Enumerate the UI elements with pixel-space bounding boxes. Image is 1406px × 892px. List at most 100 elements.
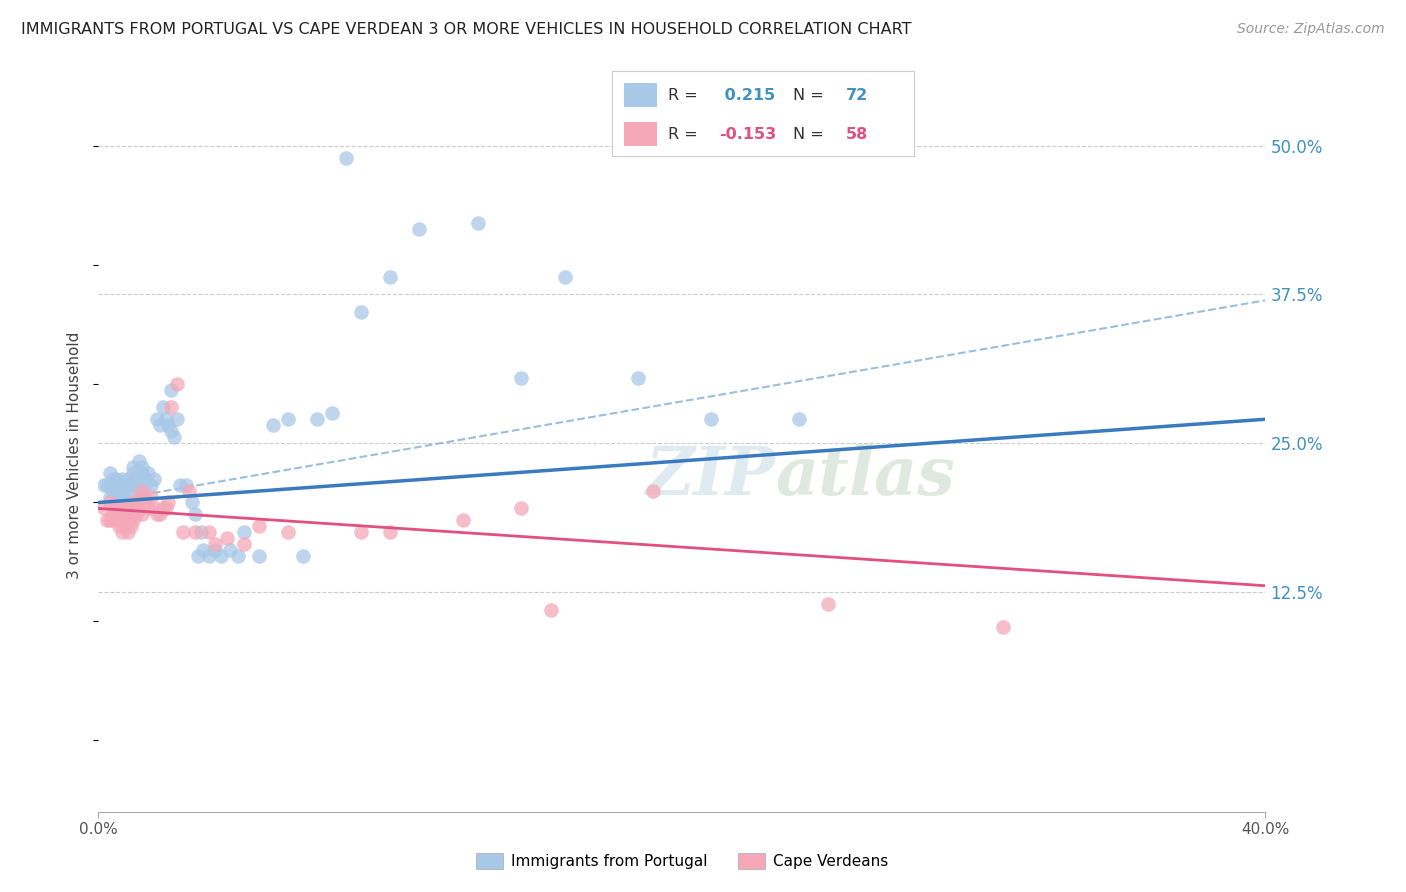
Point — [136, 466, 159, 480]
Point — [183, 525, 205, 540]
Point — [114, 508, 136, 522]
Y-axis label: 3 or more Vehicles in Household: 3 or more Vehicles in Household — [67, 331, 83, 579]
Point — [152, 501, 174, 516]
Point — [134, 477, 156, 491]
Point — [307, 412, 329, 426]
Point — [190, 525, 212, 540]
Point — [142, 501, 165, 516]
Point — [104, 513, 127, 527]
Point — [408, 222, 430, 236]
Point — [160, 424, 183, 438]
Point — [101, 513, 124, 527]
Point — [117, 501, 139, 516]
Point — [134, 490, 156, 504]
Point — [155, 412, 177, 426]
Point — [122, 466, 145, 480]
Point — [451, 513, 474, 527]
Text: N =: N = — [793, 87, 830, 103]
Point — [247, 519, 270, 533]
Point — [146, 508, 169, 522]
Text: R =: R = — [668, 87, 703, 103]
Bar — [624, 83, 657, 107]
Point — [218, 543, 240, 558]
Point — [117, 525, 139, 540]
Point — [510, 370, 533, 384]
Point — [157, 495, 180, 509]
Point — [104, 472, 127, 486]
Point — [108, 483, 131, 498]
Point — [142, 472, 165, 486]
Point — [108, 519, 131, 533]
Point — [131, 459, 153, 474]
Point — [125, 501, 148, 516]
Point — [169, 477, 191, 491]
Point — [117, 472, 139, 486]
Point — [155, 501, 177, 516]
Bar — [624, 122, 657, 146]
Point — [120, 477, 142, 491]
Point — [108, 477, 131, 491]
Text: 58: 58 — [846, 127, 868, 142]
Point — [108, 501, 131, 516]
Point — [378, 525, 402, 540]
Point — [350, 305, 373, 319]
Point — [98, 466, 121, 480]
Point — [98, 495, 121, 509]
Point — [166, 376, 188, 391]
Point — [991, 620, 1014, 634]
Point — [111, 501, 134, 516]
Point — [215, 531, 238, 545]
Point — [131, 483, 153, 498]
Point — [134, 495, 156, 509]
Point — [160, 401, 183, 415]
Point — [136, 501, 159, 516]
Point — [335, 151, 357, 165]
Point — [120, 519, 142, 533]
Point — [131, 466, 153, 480]
Point — [262, 418, 284, 433]
Point — [117, 513, 139, 527]
Point — [111, 525, 134, 540]
Point — [111, 513, 134, 527]
Text: 72: 72 — [846, 87, 868, 103]
Point — [139, 477, 162, 491]
Point — [125, 508, 148, 522]
Point — [160, 383, 183, 397]
Point — [125, 477, 148, 491]
Text: IMMIGRANTS FROM PORTUGAL VS CAPE VERDEAN 3 OR MORE VEHICLES IN HOUSEHOLD CORRELA: IMMIGRANTS FROM PORTUGAL VS CAPE VERDEAN… — [21, 22, 911, 37]
Point — [152, 401, 174, 415]
Point — [204, 543, 226, 558]
Text: N =: N = — [793, 127, 830, 142]
Point — [277, 525, 299, 540]
Point — [149, 418, 172, 433]
Point — [134, 472, 156, 486]
Point — [554, 269, 576, 284]
Point — [122, 459, 145, 474]
Point — [321, 406, 343, 420]
Point — [177, 483, 200, 498]
Point — [209, 549, 232, 563]
Point — [163, 430, 186, 444]
Point — [122, 495, 145, 509]
Point — [93, 477, 115, 491]
Point — [120, 508, 142, 522]
Point — [627, 370, 650, 384]
Point — [128, 490, 150, 504]
Point — [98, 477, 121, 491]
Point — [139, 490, 162, 504]
Point — [149, 508, 172, 522]
Point — [247, 549, 270, 563]
Point — [101, 508, 124, 522]
Point — [350, 525, 373, 540]
Point — [540, 602, 562, 616]
Text: -0.153: -0.153 — [718, 127, 776, 142]
Point — [166, 412, 188, 426]
Point — [122, 513, 145, 527]
Text: atlas: atlas — [775, 444, 955, 508]
Point — [277, 412, 299, 426]
Text: ZIP: ZIP — [645, 444, 775, 508]
Point — [111, 477, 134, 491]
Point — [117, 495, 139, 509]
Point — [98, 513, 121, 527]
Point — [204, 537, 226, 551]
